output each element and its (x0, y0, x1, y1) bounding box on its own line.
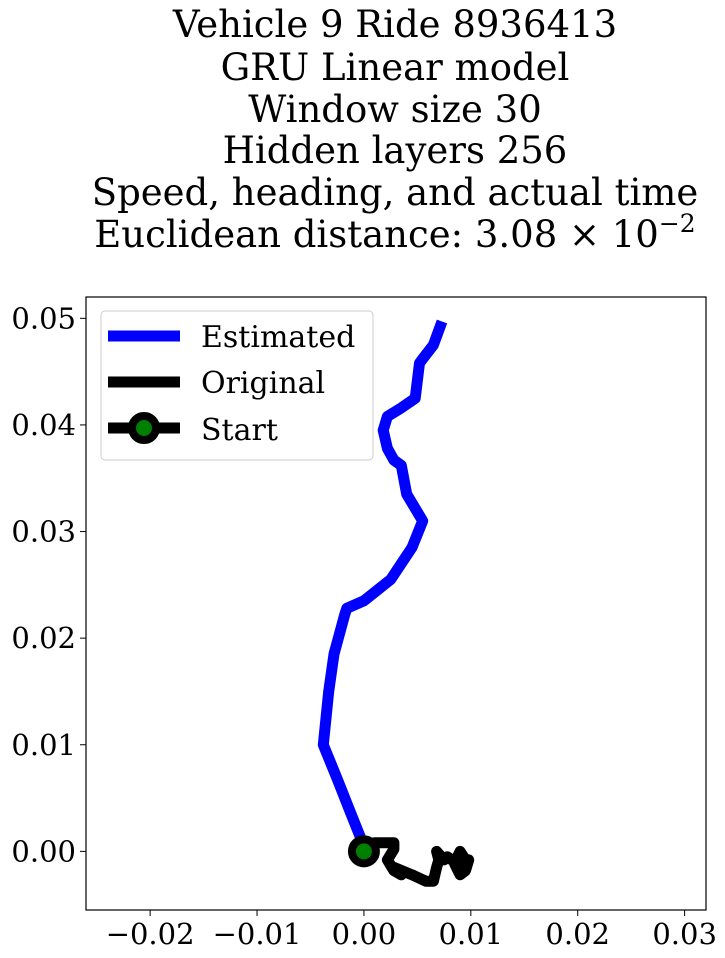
title-line-4: Hidden layers 256 (223, 129, 568, 172)
legend-start-label: Start (201, 413, 278, 448)
x-axis: −0.02 −0.01 0.00 0.01 0.02 0.03 (106, 910, 717, 951)
title-line-6: Euclidean distance: 3.08 × 10−2 (94, 209, 695, 256)
y-tick-label: 0.00 (11, 834, 76, 868)
x-tick-label: −0.01 (213, 917, 302, 951)
title-distance-text: Euclidean distance: 3.08 × 10 (94, 213, 659, 256)
y-axis: 0.00 0.01 0.02 0.03 0.04 0.05 (11, 301, 86, 868)
x-tick-label: 0.02 (545, 917, 610, 951)
legend-original-label: Original (201, 366, 325, 401)
title-line-2: GRU Linear model (221, 46, 570, 89)
x-tick-label: 0.01 (439, 917, 504, 951)
title-exponent: −2 (659, 209, 696, 238)
y-tick-label: 0.01 (11, 728, 76, 762)
legend-start-marker (128, 412, 160, 444)
legend: Estimated Original Start (100, 310, 374, 461)
series-original-line (360, 837, 475, 887)
title-line-3: Window size 30 (248, 88, 542, 131)
series-estimated-line (317, 319, 448, 849)
chart-title: Vehicle 9 Ride 8936413 GRU Linear model … (92, 3, 699, 256)
x-tick-label: 0.03 (652, 917, 717, 951)
y-tick-label: 0.04 (11, 408, 76, 442)
start-layer (347, 835, 380, 868)
title-line-1: Vehicle 9 Ride 8936413 (172, 3, 617, 46)
legend-estimated-label: Estimated (201, 320, 355, 355)
plot-area (317, 319, 475, 887)
start-marker (347, 835, 380, 868)
plot-frame (85, 296, 707, 911)
y-tick-label: 0.02 (11, 621, 76, 655)
y-tick-label: 0.05 (11, 301, 76, 335)
y-tick-label: 0.03 (11, 515, 76, 549)
x-tick-label: 0.00 (332, 917, 397, 951)
x-tick-label: −0.02 (106, 917, 195, 951)
title-line-5: Speed, heading, and actual time (92, 171, 699, 214)
